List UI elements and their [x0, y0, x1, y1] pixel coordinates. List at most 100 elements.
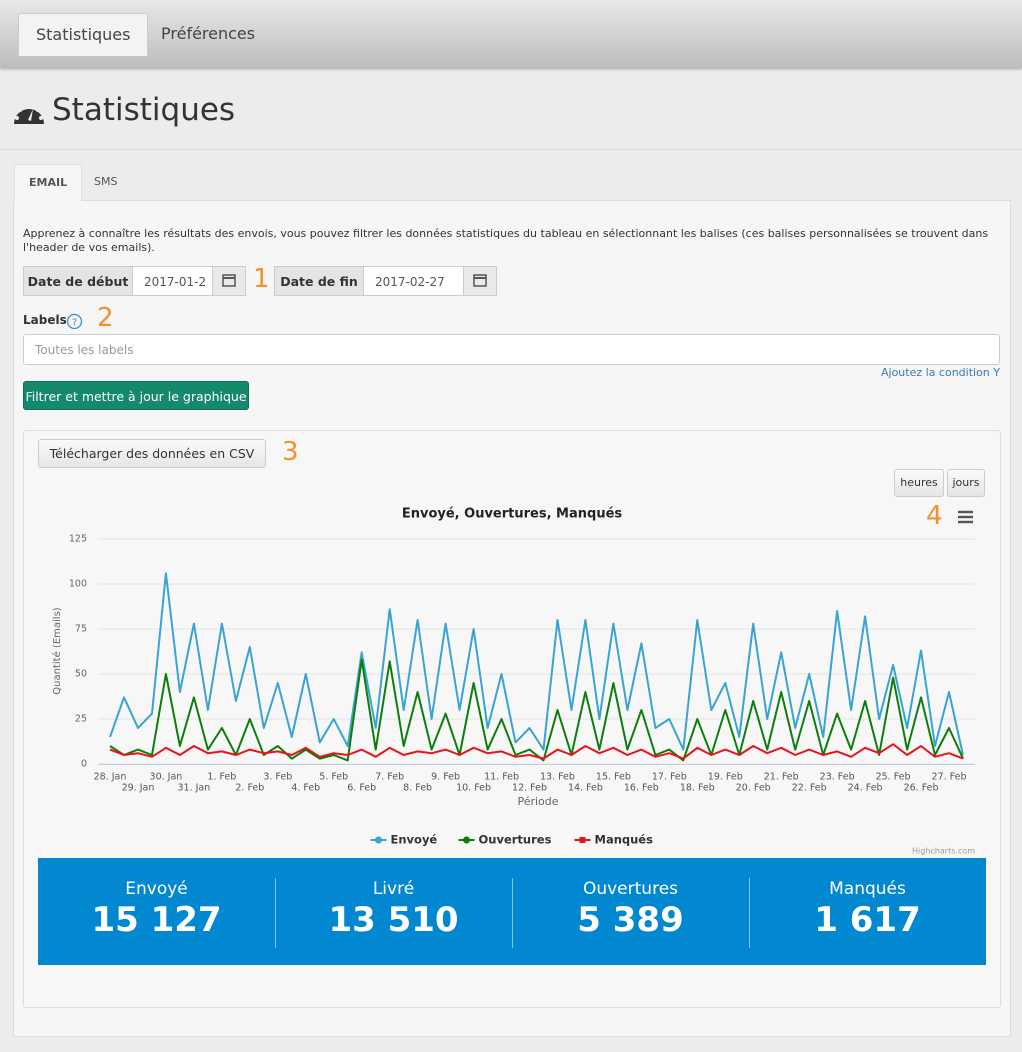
- x-tick-label: 3. Feb: [263, 772, 292, 783]
- x-tick-label: 6. Feb: [347, 783, 376, 794]
- y-tick-label: 50: [75, 669, 87, 680]
- x-tick-label: 13. Feb: [540, 772, 575, 783]
- x-tick-label: 23. Feb: [820, 772, 855, 783]
- x-tick-label: 19. Feb: [708, 772, 743, 783]
- legend-marker: [375, 836, 382, 844]
- condition-link[interactable]: Ajoutez la condition Y: [880, 366, 1000, 379]
- svg-text:?: ?: [72, 318, 77, 329]
- y-tick-label: 100: [69, 579, 87, 590]
- dashboard-icon: [14, 104, 44, 124]
- x-tick-label: 28. Jan: [94, 772, 127, 783]
- x-tick-label: 27. Feb: [932, 772, 967, 783]
- nav-tab[interactable]: Préférences: [161, 24, 256, 43]
- filter-button[interactable]: Filtrer et mettre à jour le graphique: [23, 381, 249, 410]
- x-tick-label: 9. Feb: [431, 772, 460, 783]
- stat-label: Livré: [372, 879, 415, 899]
- calendar-icon: [222, 274, 236, 287]
- x-tick-label: 21. Feb: [764, 772, 799, 783]
- y-tick-label: 125: [69, 534, 87, 545]
- intro-text: Apprenez à connaître les résultats des e…: [23, 227, 989, 254]
- stat-value: 13 510: [328, 900, 459, 940]
- period-button[interactable]: heures: [894, 469, 944, 497]
- y-tick-label: 75: [75, 624, 87, 635]
- x-tick-label: 4. Feb: [291, 783, 320, 794]
- annotation: 1: [253, 264, 270, 294]
- y-tick-label: 25: [75, 714, 87, 725]
- x-tick-label: 17. Feb: [652, 772, 687, 783]
- stat: Manqués 1 617: [749, 858, 986, 965]
- nav-tab[interactable]: Statistiques: [18, 13, 149, 56]
- stat-label: Envoyé: [125, 879, 188, 899]
- x-tick-label: 10. Feb: [456, 783, 491, 794]
- x-tick-label: 18. Feb: [680, 783, 715, 794]
- annotation: 4: [926, 501, 943, 531]
- calendar-button[interactable]: [463, 266, 497, 296]
- y-axis-title: Quantité (Emails): [51, 607, 63, 694]
- x-tick-label: 29. Jan: [122, 783, 155, 794]
- separator: [275, 878, 276, 948]
- page-title: Statistiques: [52, 92, 236, 128]
- help-icon[interactable]: ?: [66, 313, 83, 330]
- x-tick-label: 22. Feb: [792, 783, 827, 794]
- stats-bar: Envoyé 15 127 Livré 13 510 Ouvertures 5 389 Ma…: [38, 858, 986, 965]
- x-tick-label: 5. Feb: [319, 772, 348, 783]
- chart-title: Envoyé, Ouvertures, Manqués: [402, 507, 623, 522]
- stat-label: Ouvertures: [582, 879, 679, 899]
- legend-marker: [579, 837, 586, 843]
- chart-menu[interactable]: [956, 509, 976, 525]
- tab[interactable]: EMAIL: [14, 164, 83, 201]
- stat: Livré 13 510: [275, 858, 512, 965]
- x-tick-label: 30. Jan: [150, 772, 183, 783]
- x-tick-label: 8. Feb: [403, 783, 432, 794]
- start-date-label: Date de début: [23, 266, 133, 296]
- labels-label: Labels: [23, 313, 67, 327]
- x-tick-label: 25. Feb: [876, 772, 911, 783]
- csv-button[interactable]: Télécharger des données en CSV: [38, 439, 266, 468]
- stat: Ouvertures 5 389: [512, 858, 749, 965]
- x-tick-label: 11. Feb: [484, 772, 519, 783]
- annotation: 3: [282, 437, 299, 467]
- series-line: [109, 658, 964, 762]
- period-button[interactable]: jours: [947, 469, 985, 497]
- x-tick-label: 2. Feb: [235, 783, 264, 794]
- separator: [749, 878, 750, 948]
- legend-label: Ouvertures: [479, 833, 552, 847]
- x-tick-label: 7. Feb: [375, 772, 404, 783]
- calendar-icon: [473, 274, 487, 287]
- legend-label: Manqués: [595, 833, 654, 847]
- calendar-button[interactable]: [212, 266, 246, 296]
- end-date-label: Date de fin: [274, 266, 364, 296]
- series-line: [109, 572, 964, 756]
- credit: Highcharts.com: [912, 847, 975, 856]
- start-date-input[interactable]: 2017-01-2: [132, 266, 213, 296]
- series-line: [109, 743, 964, 760]
- stat: Envoyé 15 127: [38, 858, 275, 965]
- annotation: 2: [97, 303, 114, 333]
- x-tick-label: 26. Feb: [904, 783, 939, 794]
- x-tick-label: 14. Feb: [568, 783, 603, 794]
- stat-value: 15 127: [91, 900, 222, 940]
- legend-label: Envoyé: [391, 833, 438, 847]
- x-tick-label: 15. Feb: [596, 772, 631, 783]
- legend-marker: [463, 836, 470, 844]
- x-tick-label: 24. Feb: [848, 783, 883, 794]
- nav-bar: Statistiques Préférences: [0, 0, 1022, 68]
- x-tick-label: 12. Feb: [512, 783, 547, 794]
- labels-input[interactable]: Toutes les labels: [23, 334, 1000, 365]
- x-tick-label: 1. Feb: [207, 772, 236, 783]
- end-date-input[interactable]: 2017-02-27: [363, 266, 464, 296]
- stat-value: 1 617: [814, 900, 921, 940]
- stat-value: 5 389: [577, 900, 684, 940]
- x-tick-label: 20. Feb: [736, 783, 771, 794]
- divider: [0, 149, 1022, 150]
- chart: Envoyé, Ouvertures, Manqués Quantité (Em…: [51, 507, 975, 856]
- x-tick-label: 16. Feb: [624, 783, 659, 794]
- tab[interactable]: SMS: [94, 175, 118, 188]
- x-axis-title: Période: [517, 795, 558, 808]
- y-tick-label: 0: [81, 759, 87, 770]
- stat-label: Manqués: [829, 879, 906, 899]
- x-tick-label: 31. Jan: [178, 783, 211, 794]
- separator: [512, 878, 513, 948]
